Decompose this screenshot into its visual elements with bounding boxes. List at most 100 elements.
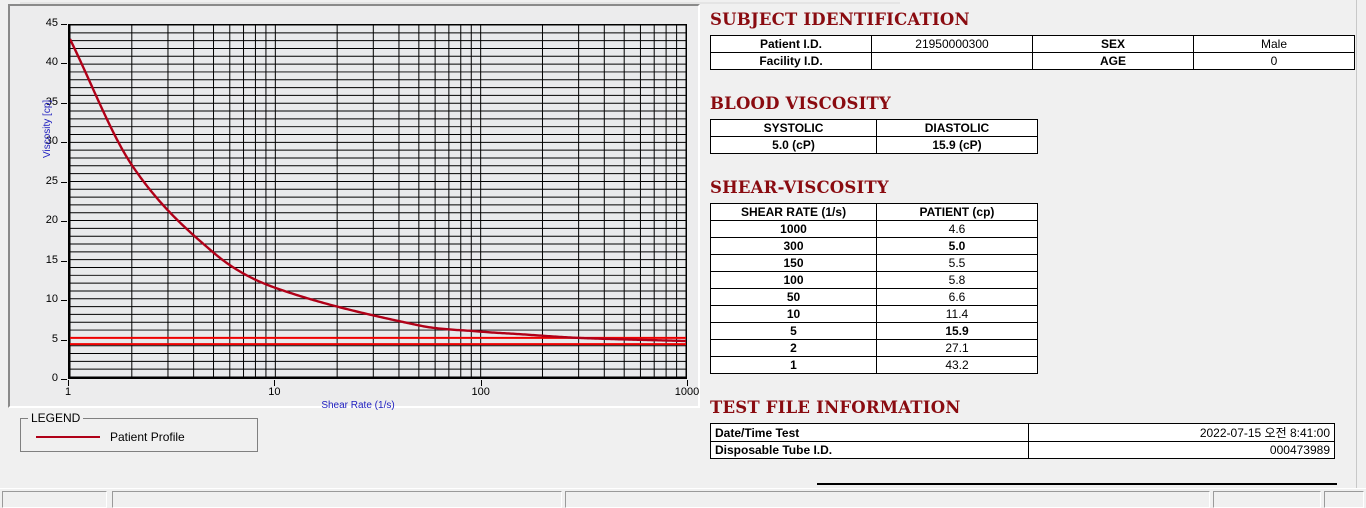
test-file-table: Date/Time Test 2022-07-15 오전 8:41:00 Dis… (710, 423, 1335, 459)
systolic-value: 5.0 (cP) (710, 136, 877, 154)
x-tick-mark (687, 380, 688, 386)
grid-vertical (70, 25, 686, 377)
diastolic-label: DIASTOLIC (876, 119, 1038, 137)
window-right-edge (1356, 0, 1366, 488)
age-value[interactable]: 0 (1193, 52, 1355, 70)
table-row: 100 5.8 (710, 271, 1038, 289)
chart-inner: 0 5 10 15 20 25 30 35 40 45 1 10 100 1000 Viscosity … (12, 8, 699, 411)
shear-rate-cell: 1 (710, 356, 877, 374)
x-axis-label: Shear Rate (1/s) (321, 400, 395, 411)
systolic-label: SYSTOLIC (710, 119, 877, 137)
y-tick-mark (61, 102, 67, 104)
table-row: 1 43.2 (710, 356, 1038, 374)
x-tick-label: 1 (64, 386, 72, 398)
table-row: 150 5.5 (710, 254, 1038, 272)
viscosity-plot (68, 24, 687, 379)
y-tick-label: 0 (51, 372, 58, 384)
y-tick-label: 35 (45, 95, 58, 108)
y-tick-label: 10 (45, 293, 58, 306)
table-row: Patient I.D. 21950000300 SEX Male (710, 35, 1355, 53)
table-row: Facility I.D. AGE 0 (710, 52, 1355, 70)
shear-rate-cell: 1000 (710, 220, 877, 238)
table-row: 2 27.1 (710, 339, 1038, 357)
y-tick-mark (61, 221, 67, 223)
plot-svg (70, 25, 686, 377)
y-tick-mark (61, 24, 67, 25)
status-cell-4 (1213, 491, 1321, 508)
table-row: 5.0 (cP) 15.9 (cP) (710, 136, 1038, 154)
blood-viscosity-title: BLOOD VISCOSITY (710, 94, 891, 113)
x-tick-label: 100 (471, 386, 490, 398)
test-file-information-title: TEST FILE INFORMATION (710, 398, 961, 417)
x-tick-label: 1000 (674, 386, 700, 398)
datetime-label: Date/Time Test (710, 423, 1029, 442)
shear-viscosity-title: SHEAR-VISCOSITY (710, 178, 889, 197)
status-cell-5 (1324, 491, 1364, 508)
shear-rate-cell: 100 (710, 271, 877, 289)
table-row: Disposable Tube I.D. 000473989 (710, 441, 1335, 459)
patient-viscosity-cell: 11.4 (876, 305, 1038, 323)
table-row: SYSTOLIC DIASTOLIC (710, 119, 1038, 137)
status-cell-3 (565, 491, 1210, 508)
y-tick-mark (61, 300, 67, 302)
patient-profile-curve (70, 38, 686, 343)
spacer (710, 374, 1360, 398)
sex-label: SEX (1032, 35, 1194, 53)
y-tick-mark (61, 379, 67, 380)
y-tick-label: 45 (45, 17, 58, 29)
status-cell-2 (112, 491, 562, 508)
patient-viscosity-cell: 27.1 (876, 339, 1038, 357)
report-bottom-rule (817, 483, 1337, 485)
patient-viscosity-cell: 4.6 (876, 220, 1038, 238)
table-row: 300 5.0 (710, 237, 1038, 255)
shear-rate-cell: 5 (710, 322, 877, 340)
y-tick-label: 5 (51, 332, 58, 345)
x-tick-mark (480, 380, 482, 386)
facility-id-label: Facility I.D. (710, 52, 872, 70)
diastolic-value: 15.9 (cP) (876, 136, 1038, 154)
subject-identification-title: SUBJECT IDENTIFICATION (710, 10, 970, 29)
spacer (710, 70, 1360, 94)
patient-viscosity-cell: 15.9 (876, 322, 1038, 340)
legend-color-swatch (36, 436, 100, 438)
table-row: Date/Time Test 2022-07-15 오전 8:41:00 (710, 423, 1335, 442)
x-tick-mark (274, 380, 276, 386)
y-tick-mark (61, 142, 67, 144)
table-row: 50 6.6 (710, 288, 1038, 306)
shear-rate-cell: 300 (710, 237, 877, 255)
sex-value[interactable]: Male (1193, 35, 1355, 53)
shear-rate-cell: 150 (710, 254, 877, 272)
shear-rate-column-header: SHEAR RATE (1/s) (710, 203, 877, 221)
blood-viscosity-table: SYSTOLIC DIASTOLIC 5.0 (cP) 15.9 (cP) (710, 119, 1038, 154)
y-axis-label: Viscosity [cp] (42, 99, 53, 158)
y-tick-label: 30 (45, 135, 58, 148)
shear-rate-cell: 50 (710, 288, 877, 306)
age-label: AGE (1032, 52, 1194, 70)
facility-id-value[interactable] (871, 52, 1033, 70)
shear-rate-cell: 10 (710, 305, 877, 323)
status-cell-1 (2, 491, 107, 508)
subject-identification-table: Patient I.D. 21950000300 SEX Male Facili… (710, 35, 1355, 70)
y-tick-label: 15 (45, 253, 58, 266)
spacer (710, 154, 1360, 178)
table-row: 5 15.9 (710, 322, 1038, 340)
patient-id-value[interactable]: 21950000300 (871, 35, 1033, 53)
legend-caption: LEGEND (28, 411, 84, 425)
table-row: 10 11.4 (710, 305, 1038, 323)
y-tick-mark (61, 339, 67, 341)
shear-rate-cell: 2 (710, 339, 877, 357)
window-top-divider (20, 2, 900, 4)
y-tick-mark (61, 181, 67, 183)
patient-column-header: PATIENT (cp) (876, 203, 1038, 221)
x-tick-mark (68, 380, 69, 386)
x-tick-label: 10 (268, 386, 281, 398)
patient-id-label: Patient I.D. (710, 35, 872, 53)
patient-viscosity-cell: 5.8 (876, 271, 1038, 289)
y-tick-mark (61, 260, 67, 262)
tube-id-value: 000473989 (1028, 441, 1335, 459)
table-row: 1000 4.6 (710, 220, 1038, 238)
tube-id-label: Disposable Tube I.D. (710, 441, 1029, 459)
chart-panel: 0 5 10 15 20 25 30 35 40 45 1 10 100 1000 Viscosity … (8, 4, 700, 411)
status-bar (0, 488, 1366, 508)
